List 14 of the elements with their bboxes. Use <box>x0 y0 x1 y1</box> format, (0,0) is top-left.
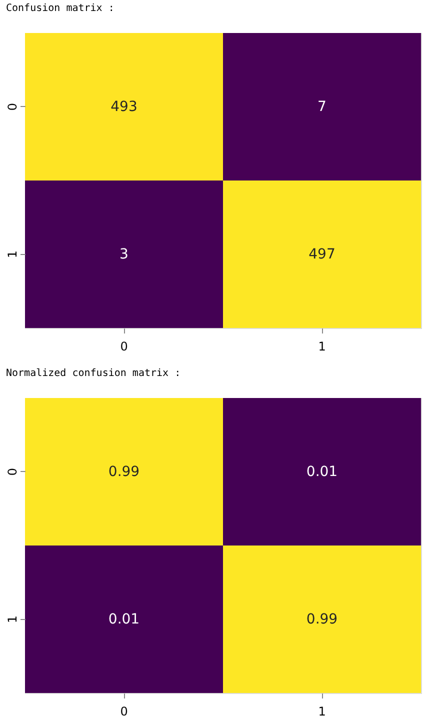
data-label: 0.99 <box>306 611 338 628</box>
y-tick-label: 0 <box>6 468 20 476</box>
y-tick-label: 0 <box>6 102 20 111</box>
y-tick-label: 1 <box>6 250 20 258</box>
data-label: 493 <box>110 98 138 115</box>
data-label: 0.01 <box>306 464 338 480</box>
chart-title: Confusion matrix : <box>6 3 114 14</box>
data-label: 7 <box>318 98 326 115</box>
y-tick-label: 1 <box>6 615 20 624</box>
chart-title: Normalized confusion matrix : <box>6 368 181 379</box>
data-label: 3 <box>120 246 128 262</box>
data-label: 0.01 <box>108 611 140 628</box>
data-label: 497 <box>308 246 336 262</box>
data-label: 0.99 <box>108 464 140 480</box>
